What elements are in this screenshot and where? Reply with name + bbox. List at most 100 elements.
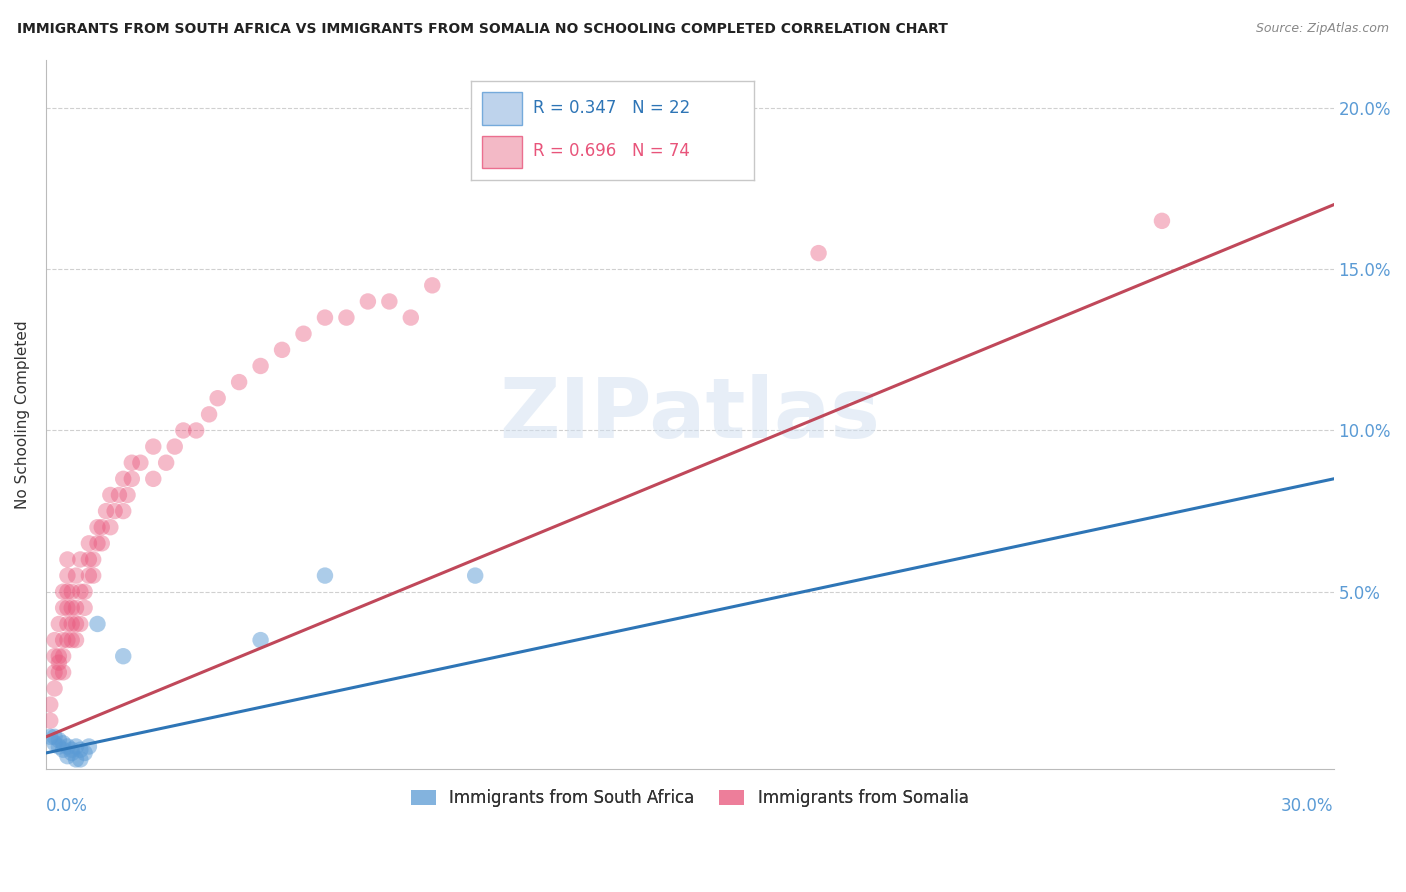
Point	[60, 617, 83, 632]
Point	[1150, 214, 1173, 228]
Point	[314, 310, 336, 325]
Point	[65, 752, 87, 766]
Point	[44, 730, 66, 744]
Point	[69, 584, 91, 599]
Point	[121, 472, 143, 486]
Point	[73, 600, 96, 615]
Point	[121, 456, 143, 470]
Point	[60, 746, 83, 760]
Point	[399, 310, 422, 325]
Legend: Immigrants from South Africa, Immigrants from Somalia: Immigrants from South Africa, Immigrants…	[405, 782, 976, 814]
Point	[117, 488, 139, 502]
Point	[56, 617, 79, 632]
Point	[56, 749, 79, 764]
Point	[65, 633, 87, 648]
Point	[94, 504, 117, 518]
Point	[56, 584, 79, 599]
Point	[186, 424, 208, 438]
Point	[56, 552, 79, 566]
Point	[82, 568, 104, 582]
Point	[56, 568, 79, 582]
Point	[207, 391, 229, 405]
Point	[60, 743, 83, 757]
Point	[249, 633, 271, 648]
Point	[69, 617, 91, 632]
Point	[44, 649, 66, 664]
Point	[65, 617, 87, 632]
Point	[48, 733, 70, 747]
Point	[228, 375, 250, 389]
Point	[807, 246, 830, 260]
Text: 30.0%: 30.0%	[1281, 797, 1334, 815]
Point	[48, 656, 70, 670]
Point	[44, 736, 66, 750]
Point	[172, 424, 194, 438]
Point	[48, 739, 70, 754]
Point	[60, 584, 83, 599]
Point	[52, 584, 75, 599]
Point	[112, 504, 135, 518]
Point	[69, 552, 91, 566]
Point	[155, 456, 177, 470]
Point	[198, 408, 221, 422]
Point	[65, 600, 87, 615]
Point	[142, 472, 165, 486]
Point	[73, 746, 96, 760]
Point	[163, 440, 186, 454]
Point	[48, 665, 70, 680]
Point	[56, 600, 79, 615]
Point	[77, 739, 100, 754]
Point	[52, 736, 75, 750]
Point	[39, 698, 62, 712]
Point	[44, 681, 66, 696]
Point	[65, 739, 87, 754]
Point	[60, 600, 83, 615]
Text: ZIPatlas: ZIPatlas	[499, 374, 880, 455]
Point	[249, 359, 271, 373]
Point	[56, 633, 79, 648]
Point	[292, 326, 315, 341]
Point	[48, 617, 70, 632]
Point	[77, 536, 100, 550]
Point	[90, 520, 112, 534]
Point	[69, 752, 91, 766]
Text: IMMIGRANTS FROM SOUTH AFRICA VS IMMIGRANTS FROM SOMALIA NO SCHOOLING COMPLETED C: IMMIGRANTS FROM SOUTH AFRICA VS IMMIGRAN…	[17, 22, 948, 37]
Point	[77, 552, 100, 566]
Point	[52, 633, 75, 648]
Point	[142, 440, 165, 454]
Y-axis label: No Schooling Completed: No Schooling Completed	[15, 320, 30, 508]
Point	[335, 310, 357, 325]
Point	[420, 278, 443, 293]
Point	[39, 714, 62, 728]
Point	[44, 665, 66, 680]
Point	[129, 456, 152, 470]
Point	[56, 739, 79, 754]
Point	[48, 649, 70, 664]
Point	[77, 568, 100, 582]
Point	[86, 617, 108, 632]
Point	[90, 536, 112, 550]
Point	[52, 743, 75, 757]
Point	[112, 472, 135, 486]
Point	[39, 730, 62, 744]
Point	[98, 520, 121, 534]
Text: 0.0%: 0.0%	[46, 797, 87, 815]
Text: Source: ZipAtlas.com: Source: ZipAtlas.com	[1256, 22, 1389, 36]
Point	[65, 568, 87, 582]
Point	[52, 649, 75, 664]
Point	[104, 504, 127, 518]
Point	[112, 649, 135, 664]
Point	[69, 743, 91, 757]
Point	[314, 568, 336, 582]
Point	[357, 294, 380, 309]
Point	[98, 488, 121, 502]
Point	[73, 584, 96, 599]
Point	[52, 600, 75, 615]
Point	[464, 568, 486, 582]
Point	[378, 294, 401, 309]
Point	[44, 633, 66, 648]
Point	[271, 343, 294, 357]
Point	[86, 536, 108, 550]
Point	[52, 665, 75, 680]
Point	[108, 488, 131, 502]
